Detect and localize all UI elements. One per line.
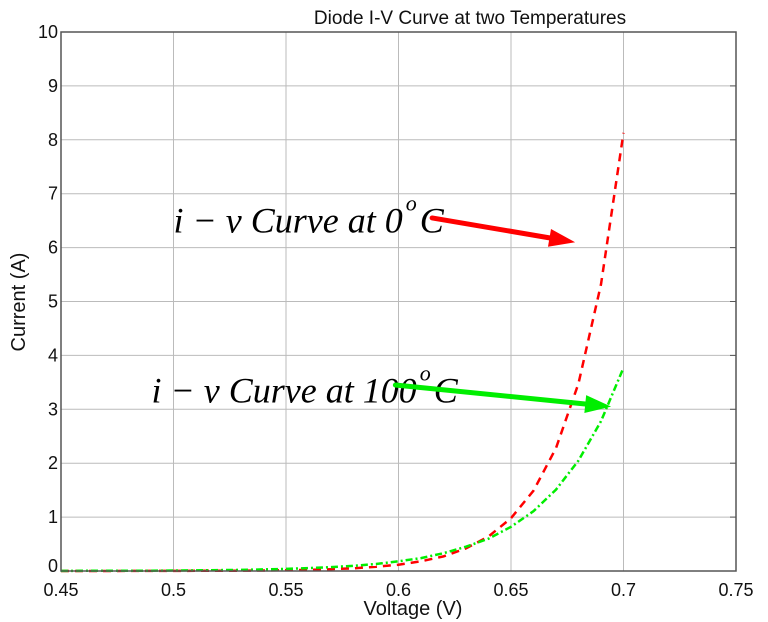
series-line-0 (61, 132, 625, 573)
x-tick-label: 0.55 (268, 580, 303, 600)
annotation-arrow-shaft (429, 215, 552, 241)
degree-superscript: o (420, 360, 431, 385)
y-tick-label: 10 (38, 22, 58, 42)
degree-superscript: o (406, 191, 417, 216)
chart-title: Diode I-V Curve at two Temperatures (314, 8, 626, 29)
x-tick-label: 0.5 (161, 580, 186, 600)
grid (60, 31, 737, 572)
x-axis-label: Voltage (V) (364, 598, 463, 620)
x-tick-label: 0.6 (386, 580, 411, 600)
y-tick-label: 2 (48, 453, 58, 473)
y-tick-label: 0 (48, 556, 58, 576)
plot-frame (60, 31, 737, 572)
y-tick-label: 7 (48, 184, 58, 204)
x-tick-label: 0.7 (611, 580, 636, 600)
y-tick-label: 8 (48, 130, 58, 150)
y-tick-label: 5 (48, 292, 58, 312)
y-tick-label: 3 (48, 399, 58, 419)
tick-labels: 0.45 0.5 0.55 0.6 0.65 0.7 0.75 0 1 2 3 4 5 6 7 8 9 10 (38, 22, 754, 600)
arrow-head-icon (584, 395, 612, 413)
series-lines (60, 132, 625, 573)
y-tick-label: 4 (48, 345, 58, 365)
x-tick-label: 0.65 (493, 580, 528, 600)
x-tick-label: 0.45 (43, 580, 78, 600)
annotation-arrow-shaft (392, 382, 588, 407)
y-tick-label: 1 (48, 507, 58, 527)
annotation-text: i − v Curve at 100 (152, 370, 417, 410)
y-tick-label: 9 (48, 76, 58, 96)
annotation-text: i − v Curve at 0 (174, 201, 403, 241)
x-tick-label: 0.75 (718, 580, 753, 600)
y-tick-label: 6 (48, 238, 58, 258)
arrow-head-icon (547, 228, 576, 247)
y-axis-label: Current (A) (8, 253, 30, 352)
